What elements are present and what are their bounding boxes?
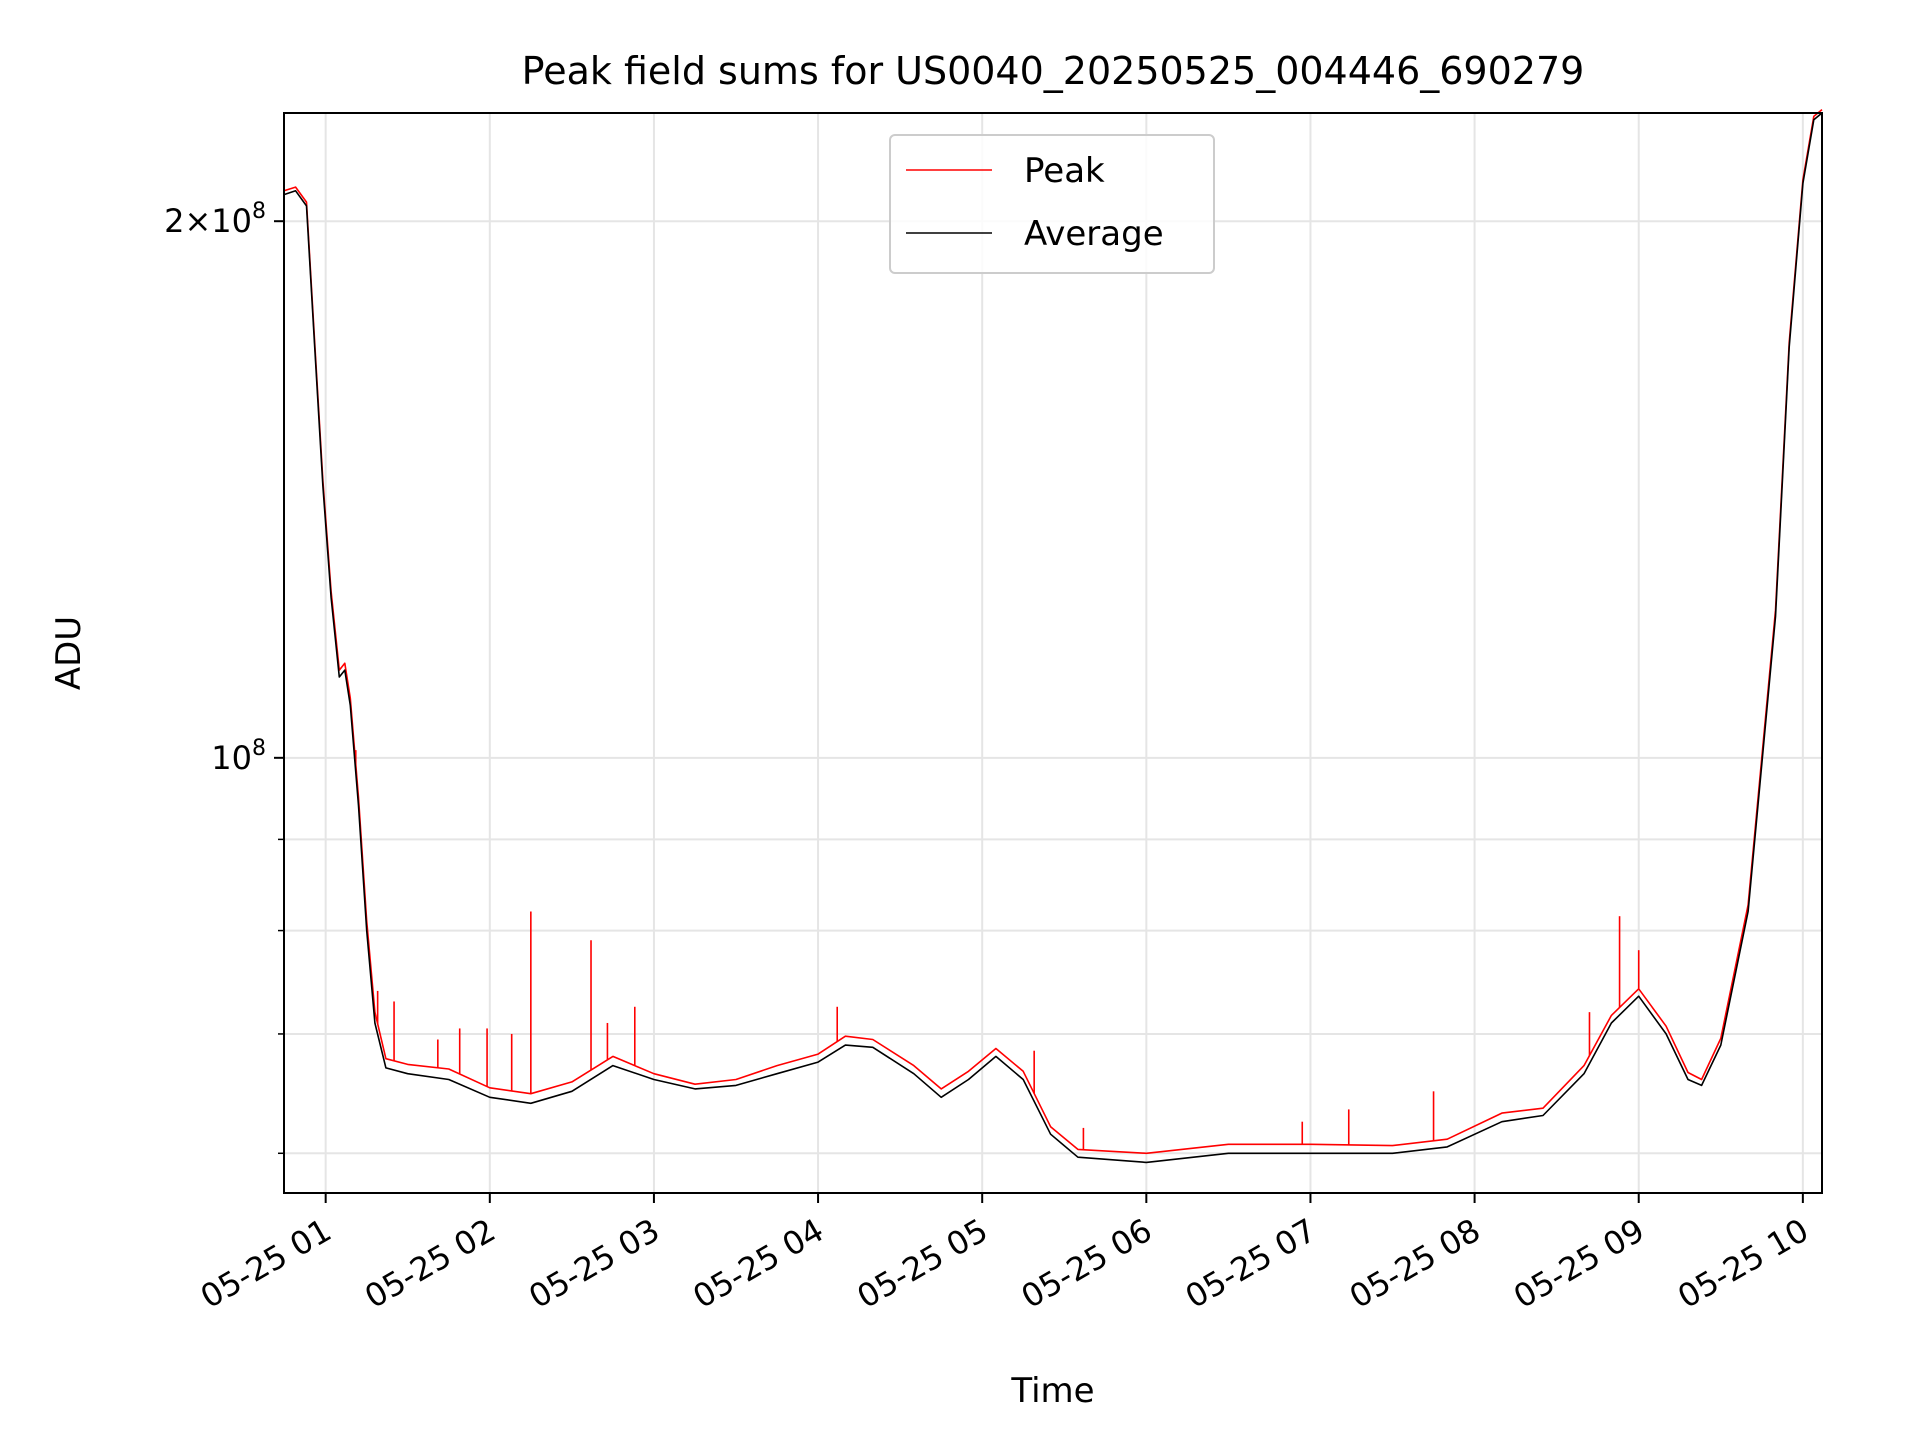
legend: Peak Average — [889, 134, 1215, 274]
chart-title: Peak field sums for US0040_20250525_0044… — [522, 49, 1585, 93]
x-axis-label: Time — [1010, 1371, 1094, 1411]
y-tick-label: 108 — [211, 736, 266, 777]
series-line-average — [283, 112, 1823, 1164]
plot-series — [283, 108, 1823, 1164]
plot-frame — [283, 112, 1823, 1194]
y-axis-label: ADU — [49, 616, 89, 690]
y-axis: 108 2×108 — [164, 199, 284, 1155]
grid — [284, 113, 1822, 1193]
legend-label-peak: Peak — [1024, 151, 1105, 191]
y-tick-label: 2×108 — [164, 199, 266, 240]
legend-label-average: Average — [1024, 214, 1164, 254]
